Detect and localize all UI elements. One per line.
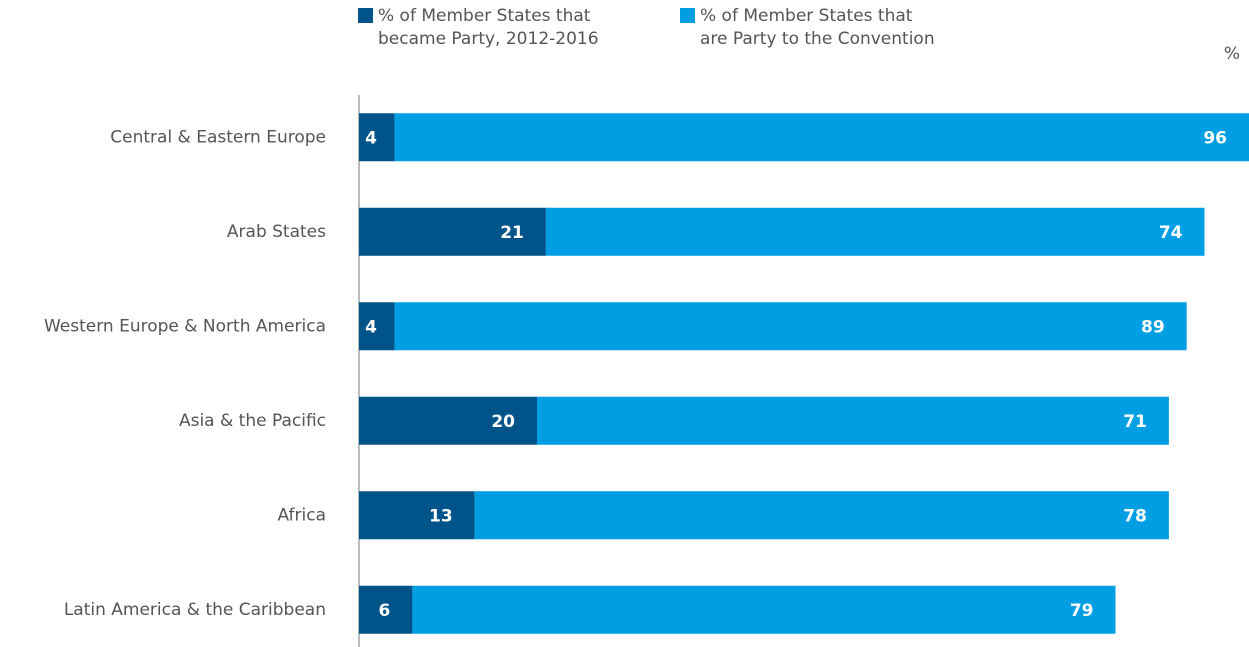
legend-label: % of Member States that became Party, 201… <box>378 6 599 49</box>
category-label: Central & Eastern Europe <box>110 127 326 147</box>
bar-segment <box>359 207 546 256</box>
category-label: Latin America & the Caribbean <box>64 600 326 620</box>
bar-segment <box>537 396 1169 445</box>
value-label: 4 <box>365 317 377 337</box>
legend-label: % of Member States that are Party to the … <box>700 6 935 49</box>
value-label: 71 <box>1123 412 1147 432</box>
value-label: 13 <box>429 506 453 526</box>
bar-segment <box>474 491 1169 540</box>
bar-segment <box>359 491 475 540</box>
value-label: 79 <box>1070 601 1094 621</box>
bar-segment <box>394 113 1249 162</box>
bar-segment <box>359 396 537 445</box>
category-label: Asia & the Pacific <box>179 411 326 431</box>
value-label: 21 <box>500 223 524 243</box>
bar-segment <box>359 113 395 162</box>
legend-swatch <box>680 8 695 23</box>
value-label: 78 <box>1123 506 1147 526</box>
bar-segment <box>394 302 1187 351</box>
bar-segment <box>412 585 1116 634</box>
value-label: 20 <box>491 412 515 432</box>
value-label: 96 <box>1203 128 1227 148</box>
bar-segment <box>545 207 1205 256</box>
category-label: Western Europe & North America <box>44 316 326 336</box>
legend-swatch <box>358 8 373 23</box>
bar-segment <box>359 302 395 351</box>
value-label: 89 <box>1141 317 1165 337</box>
bar-segment <box>359 585 413 634</box>
value-label: 6 <box>379 601 391 621</box>
category-label: Arab States <box>227 222 326 242</box>
axis-unit-label: % <box>1224 44 1240 64</box>
value-label: 4 <box>365 128 377 148</box>
category-label: Africa <box>278 505 327 525</box>
value-label: 74 <box>1159 223 1183 243</box>
